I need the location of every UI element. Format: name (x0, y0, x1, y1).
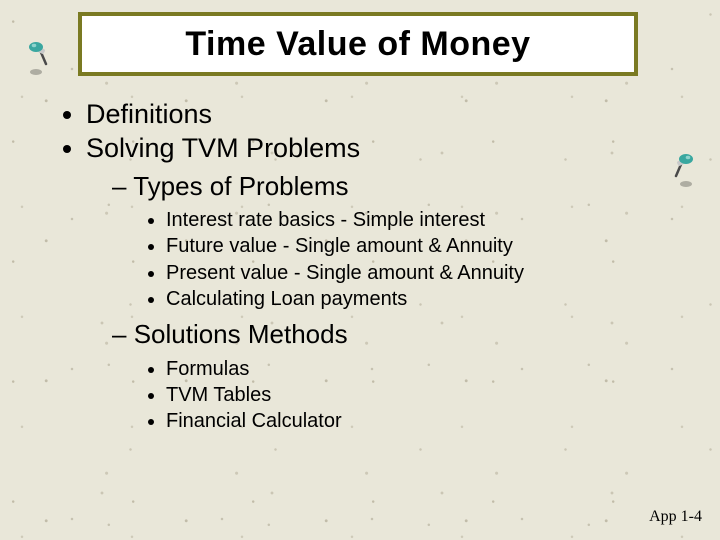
title-box: Time Value of Money (78, 12, 638, 76)
bullet-text: Types of Problems (133, 171, 348, 201)
slide: Time Value of Money Definitions Solving … (0, 0, 720, 540)
bullet-text: TVM Tables (166, 384, 271, 406)
bullet-l3: Financial Calculator (166, 408, 658, 434)
bullet-text: Solving TVM Problems (86, 133, 360, 163)
bullet-l1: Definitions (86, 98, 658, 132)
bullet-text: Future value - Single amount & Annuity (166, 235, 513, 257)
bullet-text: Present value - Single amount & Annuity (166, 262, 524, 284)
bullet-l2: Solutions Methods Formulas TVM Tables Fi… (112, 318, 658, 434)
bullet-l3: Calculating Loan payments (166, 286, 658, 312)
bullet-text: Formulas (166, 358, 249, 380)
pushpin-icon (668, 154, 696, 188)
bullet-l3: Interest rate basics - Simple interest (166, 207, 658, 233)
bullet-l3: Present value - Single amount & Annuity (166, 260, 658, 286)
bullet-l2: Types of Problems Interest rate basics -… (112, 170, 658, 313)
bullet-l1: Solving TVM Problems Types of Problems I… (86, 132, 658, 435)
bullet-l3: TVM Tables (166, 382, 658, 408)
bullet-text: Interest rate basics - Simple interest (166, 209, 485, 231)
bullet-text: Solutions Methods (134, 319, 348, 349)
bullet-text: Calculating Loan payments (166, 288, 407, 310)
bullet-text: Definitions (86, 99, 212, 129)
pushpin-icon (26, 42, 54, 76)
slide-body: Definitions Solving TVM Problems Types o… (58, 98, 658, 441)
bullet-l3: Formulas (166, 356, 658, 382)
slide-title: Time Value of Money (185, 25, 530, 64)
bullet-l3: Future value - Single amount & Annuity (166, 233, 658, 259)
bullet-text: Financial Calculator (166, 410, 342, 432)
slide-footer: App 1-4 (649, 508, 702, 526)
